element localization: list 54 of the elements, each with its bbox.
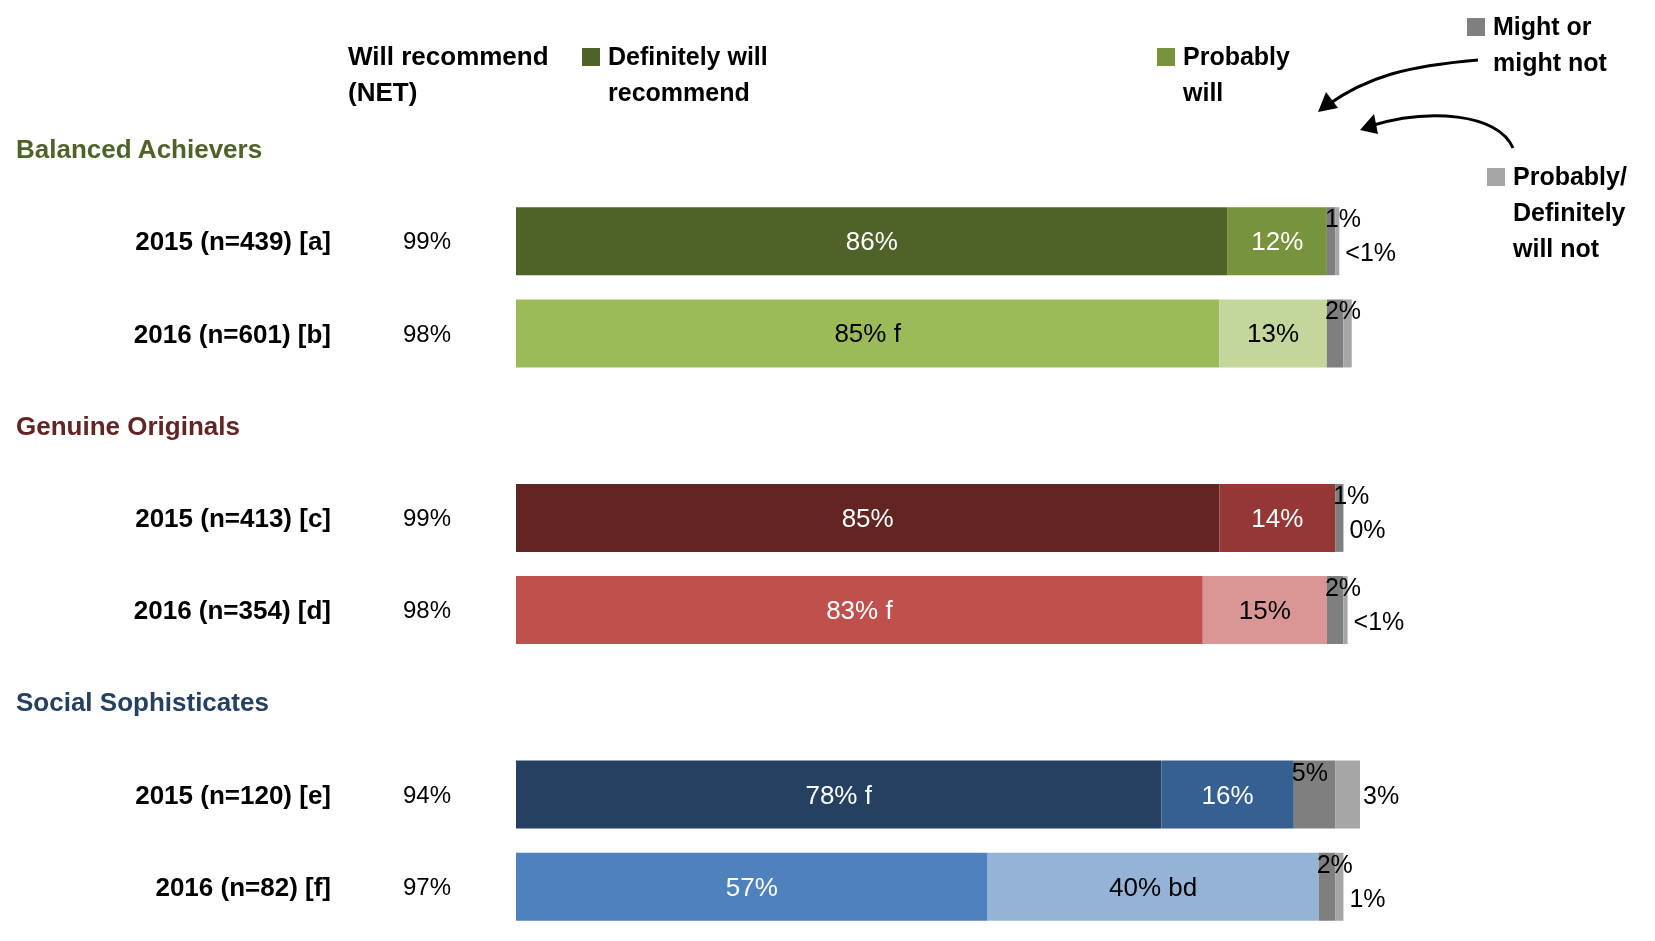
data-label: <1%	[1353, 607, 1405, 636]
y-tick-label: 2016 (n=82) [f]	[155, 871, 331, 902]
data-label: 57%	[725, 871, 778, 902]
bar	[516, 299, 1220, 368]
text: 98%	[402, 596, 452, 624]
data-label: 3%	[1363, 780, 1400, 809]
bar	[1219, 299, 1327, 368]
data-label: 0%	[1349, 514, 1386, 543]
bar	[1161, 760, 1294, 829]
legend-label: Probably will	[1183, 41, 1291, 108]
bar	[1227, 207, 1327, 276]
y-tick-label: 2015 (n=439) [a]	[135, 226, 331, 257]
text: 98%	[402, 319, 452, 347]
text: 97%	[402, 872, 452, 900]
data-label: 2%	[1316, 849, 1353, 878]
text: 99%	[402, 504, 452, 531]
text: 99%	[402, 227, 452, 255]
data-label: 13%	[1247, 318, 1300, 349]
y-tick-label: 2016 (n=601) [b]	[133, 318, 331, 349]
annotation: Will recommend (NET)	[348, 40, 550, 109]
data-label: 85%	[841, 502, 894, 533]
data-label: 1%	[1349, 883, 1386, 912]
data-label: 83% f	[826, 595, 894, 626]
bar	[516, 852, 988, 921]
data-label: 16%	[1201, 779, 1254, 810]
data-label: 1%	[1324, 204, 1362, 233]
data-label: 1%	[1333, 480, 1370, 509]
text: Genuine Originals	[16, 410, 240, 441]
y-tick-label: 2015 (n=120) [e]	[135, 779, 331, 810]
legend-label: Might or might not	[1493, 11, 1608, 78]
legend-label: Definitely will recommend	[608, 41, 769, 108]
text: 94%	[402, 780, 452, 808]
legend-label: Probably/ Definitely will not	[1513, 161, 1628, 264]
data-label: 85% f	[834, 318, 902, 349]
y-tick-label: 2016 (n=354) [d]	[133, 595, 331, 626]
text: Balanced Achievers	[16, 134, 263, 165]
data-label: 78% f	[805, 779, 873, 810]
y-tick-label: 2015 (n=413) [c]	[135, 503, 331, 533]
bar	[516, 483, 1220, 552]
data-label: 5%	[1291, 757, 1328, 786]
bar	[516, 576, 1203, 645]
bar	[1219, 483, 1336, 552]
text: Social Sophisticates	[16, 687, 269, 718]
bar	[987, 852, 1319, 921]
bar	[1335, 760, 1360, 829]
data-label: 14%	[1251, 502, 1304, 533]
bar	[1202, 576, 1327, 645]
data-label: 15%	[1238, 595, 1291, 626]
data-label: 40% bd	[1109, 871, 1198, 902]
data-label: <1%	[1345, 238, 1397, 267]
bar	[516, 207, 1228, 276]
data-label: 86%	[845, 226, 898, 257]
data-label: 12%	[1251, 226, 1304, 257]
bar	[516, 760, 1162, 829]
